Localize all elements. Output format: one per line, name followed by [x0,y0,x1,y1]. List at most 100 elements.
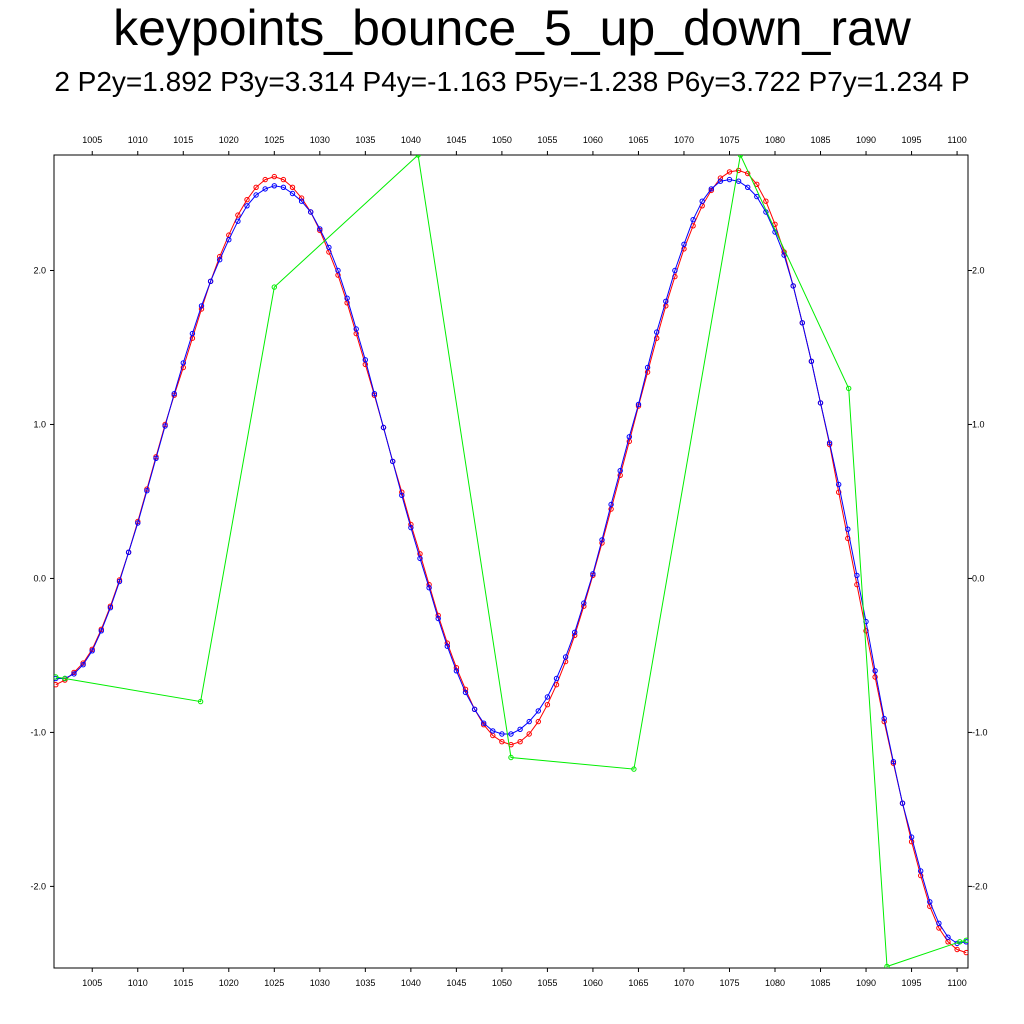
chart-subtitle: 2 P2y=1.892 P3y=3.314 P4y=-1.163 P5y=-1.… [54,66,970,97]
series-1-point [298,198,305,204]
y-tick-label-left: 2.0 [33,265,46,275]
series-0-point [280,176,287,183]
series-1-point [417,555,423,562]
series-1-point [790,283,796,289]
series-1-point [98,628,105,634]
x-tick-label-bottom: 1080 [765,978,785,988]
series-1-point [599,537,605,543]
series-1-point [135,520,141,526]
series-1-point [289,190,296,197]
series-0-point [553,682,560,688]
series-0-point [54,682,59,688]
series-1-point [553,675,560,682]
series-1-point [745,184,751,191]
series-1-point [244,203,250,209]
x-tick-label-top: 1040 [401,135,421,145]
series-1-point [590,571,596,577]
series-0-point [654,335,660,341]
series-1-point [481,720,487,726]
x-tick-label-bottom: 1055 [537,978,557,988]
series-1-point [799,320,805,326]
series-0-point [271,173,277,180]
series-0-point [763,198,769,204]
series-1-point [226,237,232,243]
y-tick-label-left: 0.0 [33,573,46,583]
series-1-point [362,357,368,363]
x-tick-label-top: 1015 [173,135,193,145]
x-tick-label-top: 1070 [674,135,694,145]
series-2-point [846,385,852,392]
y-tick-label-right: -1.0 [972,727,988,737]
series-1-point [380,424,387,431]
x-tick-label-bottom: 1030 [310,978,330,988]
series-1-point [89,648,95,654]
series-1-point [608,501,614,508]
series-0-point [62,677,68,683]
series-1-point [116,578,123,585]
series-1-point [572,629,578,635]
x-tick-label-bottom: 1095 [902,978,922,988]
x-tick-label-top: 1065 [628,135,648,145]
series-1-point [107,605,114,611]
x-tick-label-top: 1095 [902,135,922,145]
series-1-point [317,226,323,232]
series-2-point [957,939,963,945]
series-1-point [945,934,951,940]
series-1-point [271,183,277,189]
series-2 [54,155,968,968]
series-1-point [817,400,824,406]
series-1-point [262,186,268,192]
x-tick-label-bottom: 1045 [446,978,466,988]
series-1-point [217,257,223,263]
series-1-point [690,217,696,223]
series-0-point [298,195,305,201]
x-tick-label-bottom: 1010 [128,978,148,988]
series-1-point [508,731,514,737]
series-1-point [836,481,842,488]
series-1-point [826,440,833,446]
x-tick-label-bottom: 1075 [719,978,739,988]
series-1-point [198,303,205,309]
series-2-point [631,766,637,772]
series-1-point [171,391,177,397]
y-tick-label-left: -1.0 [30,727,46,737]
series-0-point [289,184,296,191]
series-1-point [845,526,851,532]
series-1-point [672,267,678,274]
x-tick-label-bottom: 1015 [173,978,193,988]
series-1-point [253,192,259,198]
series-2-point [271,284,277,290]
series-1-point [235,218,241,224]
series-1-point [872,668,878,674]
series-1-point [144,488,150,494]
series-2-point [963,937,968,943]
series-1-point [918,868,924,874]
series-1-point [280,184,287,191]
series-1-point [344,295,350,301]
series-1-point [71,671,77,677]
series-1-point [717,178,724,184]
series-1-point [654,329,660,335]
series-0-point [544,702,551,708]
series-1-point [681,241,687,248]
series-1-point [754,193,760,200]
series-0-point [954,946,960,953]
series-1-point [335,267,341,274]
series-0-point [262,176,268,183]
series-0-point [253,184,259,191]
series-1-point [708,186,714,192]
x-tick-label-top: 1030 [310,135,330,145]
series-2-point [737,155,744,158]
x-tick-label-bottom: 1085 [811,978,831,988]
series-1-point [526,718,532,725]
x-tick-label-bottom: 1100 [947,978,966,988]
series-1-point [854,572,860,579]
series-1-point [462,689,469,696]
series-1-point [890,759,897,765]
x-tick-label-bottom: 1020 [219,978,239,988]
x-tick-label-bottom: 1005 [82,978,102,988]
x-tick-label-bottom: 1040 [401,978,421,988]
series-1-point [581,600,587,606]
x-tick-label-top: 1055 [537,135,557,145]
